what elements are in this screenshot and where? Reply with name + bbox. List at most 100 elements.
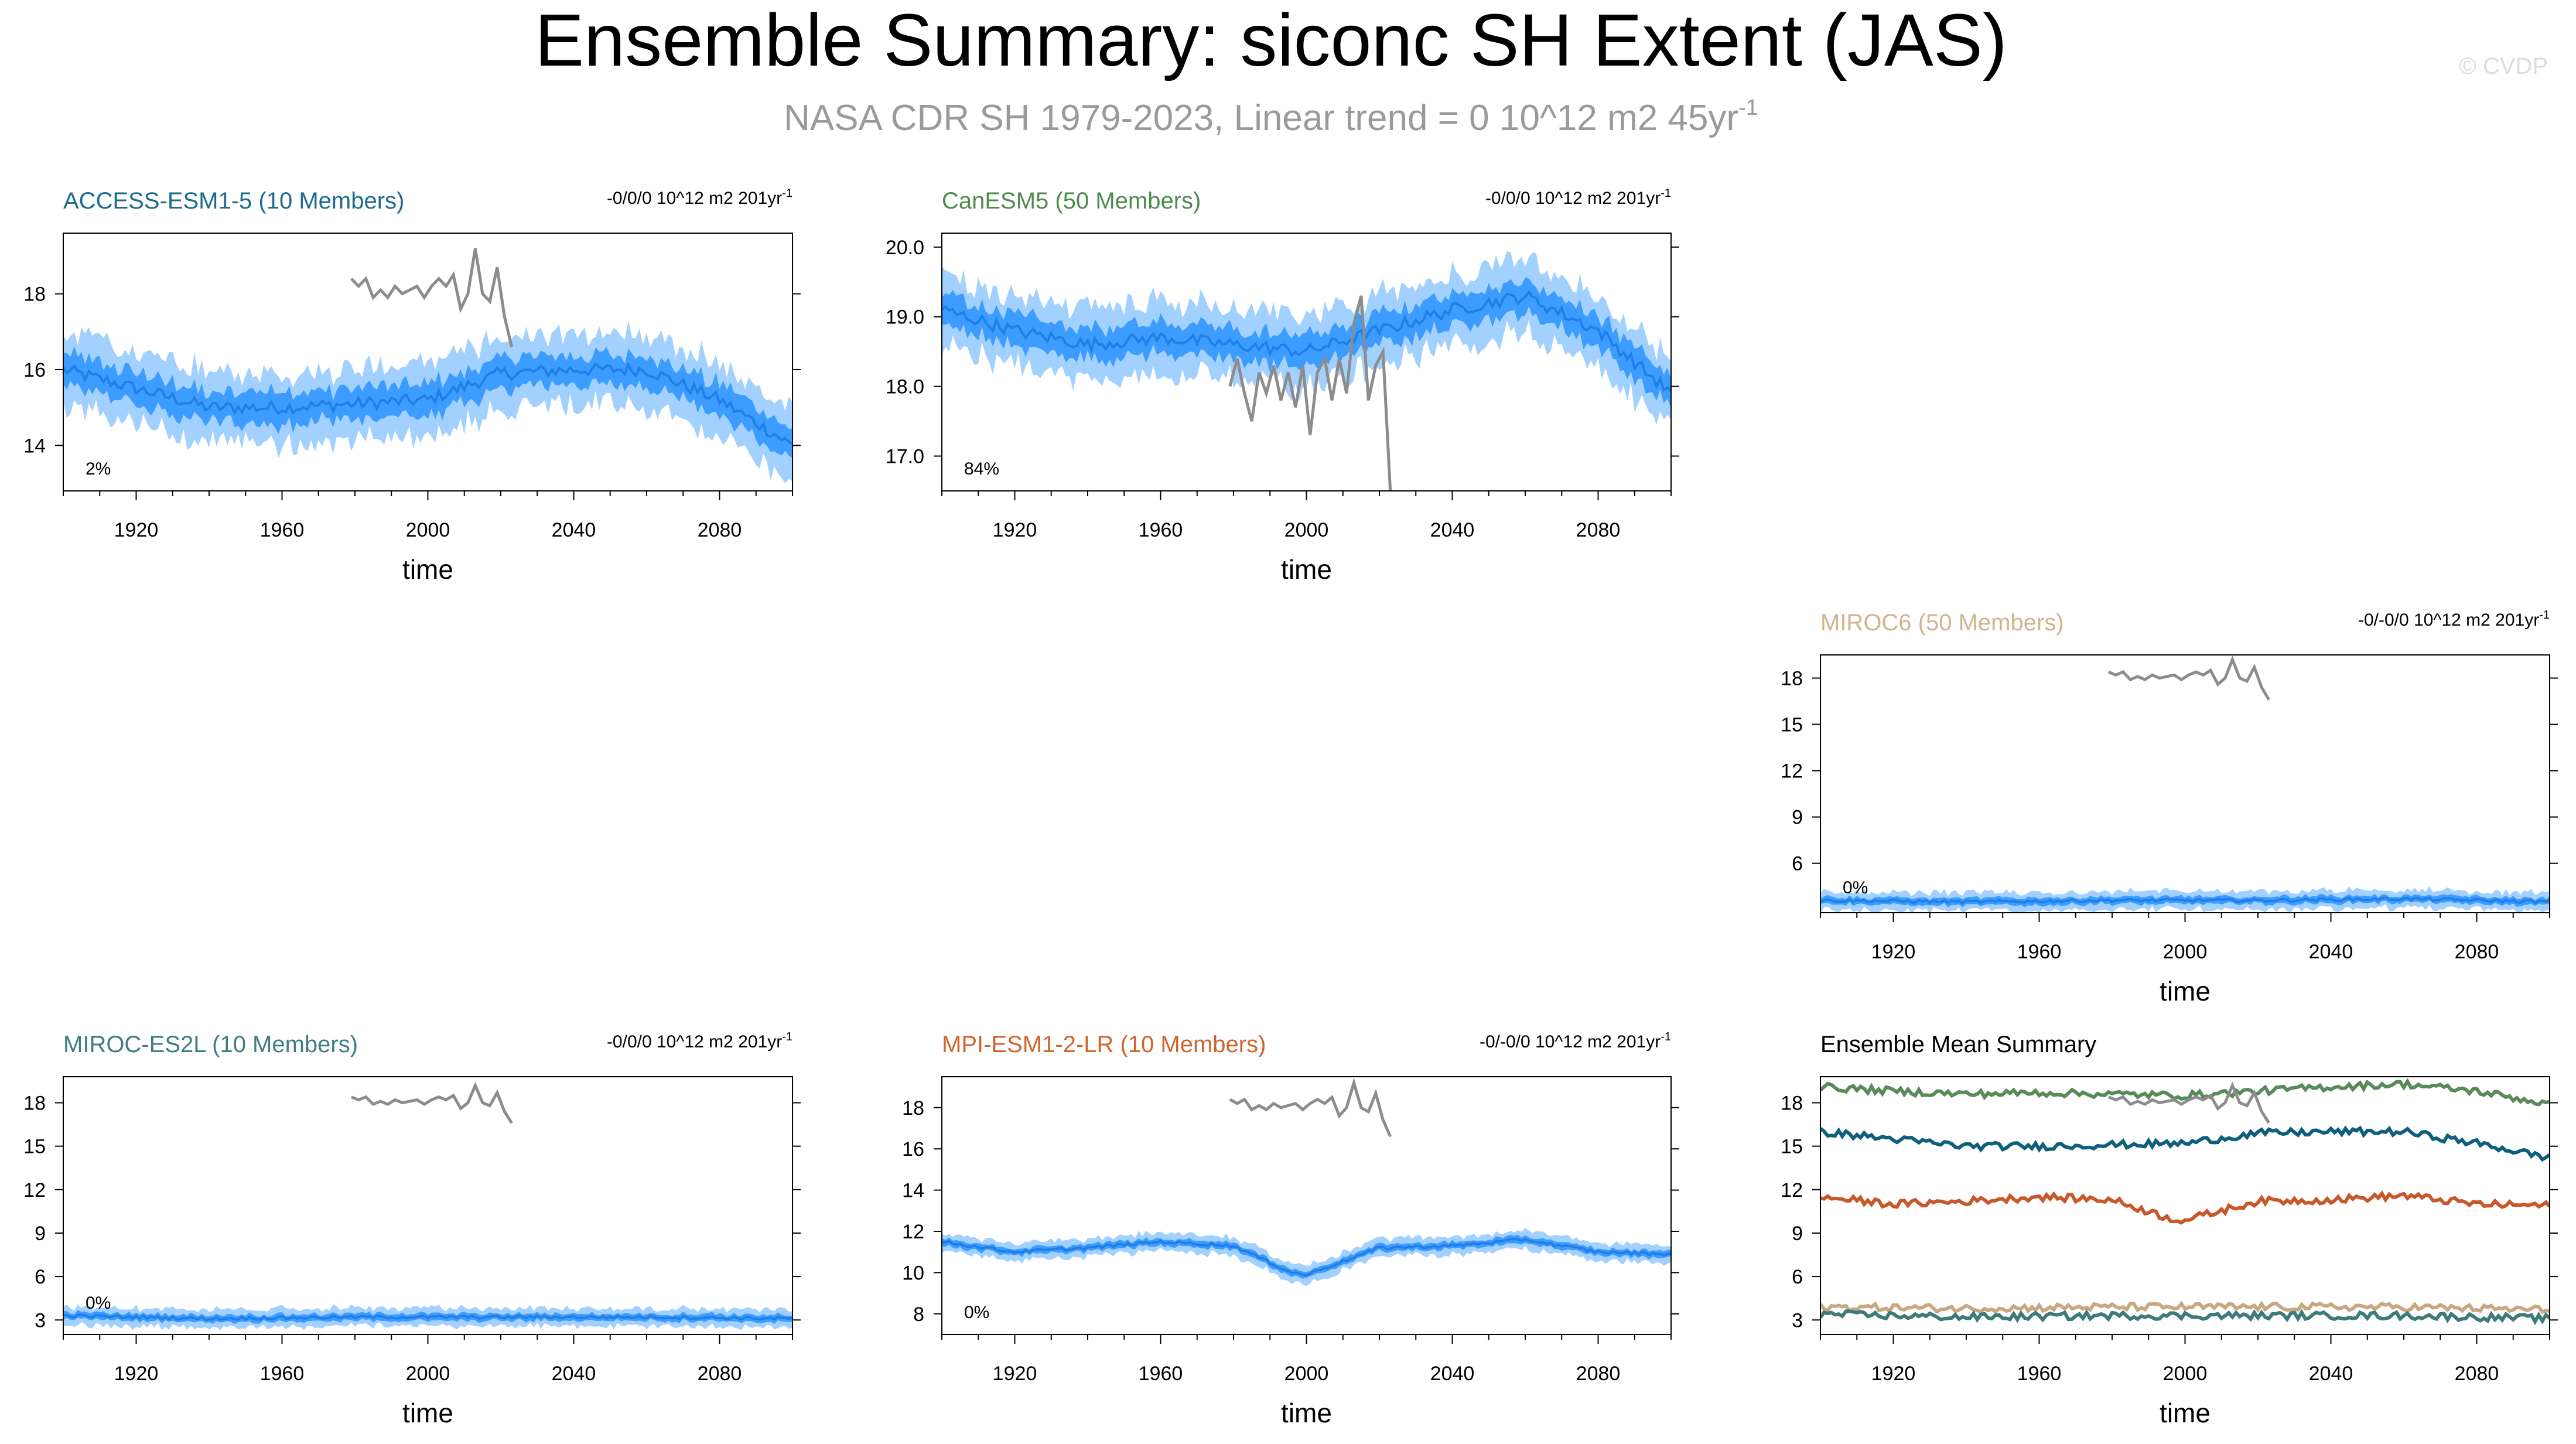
percentile-label: 0% [964,1303,989,1322]
trend-label: -0/0/0 10^12 m2 201yr-1 [607,1030,792,1052]
trend-label-text: -0/0/0 10^12 m2 201yr [607,1032,782,1052]
y-tick-label: 12 [23,1179,46,1201]
panel-canesm5: CanESM5 (50 Members) -0/0/0 10^12 m2 201y… [886,187,1679,585]
x-tick-label: 2000 [1284,519,1329,541]
ensemble-mean-line [63,361,792,446]
plot-frame [941,1076,1672,1335]
x-tick-label: 1920 [114,1363,159,1385]
ensemble-iqr-band [942,277,1671,408]
y-tick-label: 17.0 [886,446,924,468]
plot-data [63,1081,792,1330]
y-tick-label: 6 [35,1266,46,1288]
figure-subtitle-sup: -1 [1738,95,1758,120]
x-tick-label: 1960 [260,1363,305,1385]
x-tick-label: 2040 [1430,1363,1475,1385]
x-tick-label: 2000 [1284,1363,1329,1385]
x-tick-label: 1920 [1871,1363,1916,1385]
y-tick-label: 16 [23,359,46,381]
figure-subtitle: NASA CDR SH 1979-2023, Linear trend = 0 … [784,95,1758,138]
x-tick-label: 2080 [1576,1363,1621,1385]
x-tick-label: 2080 [2455,1363,2499,1385]
x-tick-label: 1920 [993,519,1037,541]
ensemble-mean-line [942,289,1671,392]
x-tick-label: 2040 [2309,1363,2353,1385]
trend-label: -0/-0/0 10^12 m2 201yr-1 [1480,1030,1671,1052]
trend-label: -0/0/0 10^12 m2 201yr-1 [1485,187,1671,208]
x-tick-label: 2000 [406,1363,450,1385]
y-tick-label: 18 [23,1092,46,1114]
x-tick-label: 1960 [2017,941,2062,963]
ensemble-mean-line [1820,896,2550,905]
x-tick-label: 1920 [993,1363,1037,1385]
panel-title: Ensemble Mean Summary [1820,1032,2096,1057]
x-tick-label: 1960 [2017,1363,2062,1385]
observations-line [2107,1081,2270,1124]
y-tick-label: 3 [35,1309,46,1332]
y-tick-label: 8 [913,1303,924,1326]
panel-miroc6: MIROC6 (50 Members) -0/-0/0 10^12 m2 201y… [1781,609,2558,1006]
ensemble-mean-line [942,1238,1671,1277]
x-axis-label: time [2160,976,2211,1006]
percentile-label: 2% [86,459,111,479]
panel-miroc-es2l: MIROC-ES2L (10 Members) -0/0/0 10^12 m2 2… [23,1030,801,1428]
panel-title: ACCESS-ESM1-5 (10 Members) [63,188,404,214]
x-tick-label: 2040 [1430,519,1475,541]
y-tick-label: 6 [1792,853,1803,875]
y-tick-label: 16 [902,1138,924,1160]
panel-title: MPI-ESM1-2-LR (10 Members) [942,1032,1266,1057]
x-axis-label: time [402,554,453,585]
y-tick-label: 10 [902,1262,924,1284]
trend-label-sup: -1 [1661,1030,1671,1043]
series-line-mpi-esm1-2-lr [1820,1190,2550,1225]
y-tick-label: 12 [1781,1179,1803,1201]
trend-label-sup: -1 [1661,187,1671,200]
ensemble-mean-line [63,1313,792,1322]
y-tick-label: 18 [23,284,46,306]
series-line-access-esm1-5 [1820,1125,2550,1162]
trend-label-text: -0/0/0 10^12 m2 201yr [607,189,782,208]
y-tick-label: 15 [1781,1136,1803,1158]
percentile-label: 0% [1843,878,1868,897]
observations-line [1228,295,1392,491]
y-tick-label: 14 [902,1180,924,1202]
plot-data [942,251,1671,491]
x-tick-label: 1920 [114,519,159,541]
trend-label-sup: -1 [782,187,792,200]
trend-label-sup: -1 [2539,609,2550,622]
percentile-label: 84% [964,459,999,479]
trend-label-text: -0/0/0 10^12 m2 201yr [1485,189,1661,208]
x-tick-label: 2000 [2163,941,2208,963]
panel-title: MIROC-ES2L (10 Members) [63,1032,358,1057]
y-tick-label: 18 [1781,668,1803,690]
y-tick-label: 18 [1781,1092,1803,1114]
x-tick-label: 1960 [1139,1363,1183,1385]
plot-data [1820,656,2550,913]
plot-data [1820,1078,2550,1326]
plot-frame [63,1076,793,1335]
y-tick-label: 9 [35,1223,46,1245]
y-tick-label: 9 [1792,1223,1803,1245]
series-line-miroc-es2l [1820,1309,2550,1326]
observations-line [350,248,514,347]
panel-title: CanESM5 (50 Members) [942,188,1201,214]
x-tick-label: 2080 [698,519,742,541]
x-tick-label: 2080 [1576,519,1621,541]
x-tick-label: 2040 [552,1363,596,1385]
figure-title: Ensemble Summary: siconc SH Extent (JAS) [535,0,2007,81]
y-tick-label: 19.0 [886,306,924,329]
panel-mpi-esm1-2-lr: MPI-ESM1-2-LR (10 Members) -0/-0/0 10^12 … [902,1030,1679,1428]
y-tick-label: 12 [1781,760,1803,783]
trend-label-text: -0/-0/0 10^12 m2 201yr [1480,1032,1661,1052]
x-tick-label: 2000 [406,519,450,541]
x-tick-label: 2000 [2163,1363,2208,1385]
y-tick-label: 20.0 [886,237,924,259]
y-tick-label: 12 [902,1221,924,1243]
y-tick-label: 6 [1792,1266,1803,1288]
x-tick-label: 2040 [552,519,596,541]
x-tick-label: 2080 [2455,941,2499,963]
y-tick-label: 18 [902,1097,924,1119]
observations-line [350,1081,513,1124]
trend-label-text: -0/-0/0 10^12 m2 201yr [2358,610,2539,630]
x-tick-label: 2080 [698,1363,742,1385]
